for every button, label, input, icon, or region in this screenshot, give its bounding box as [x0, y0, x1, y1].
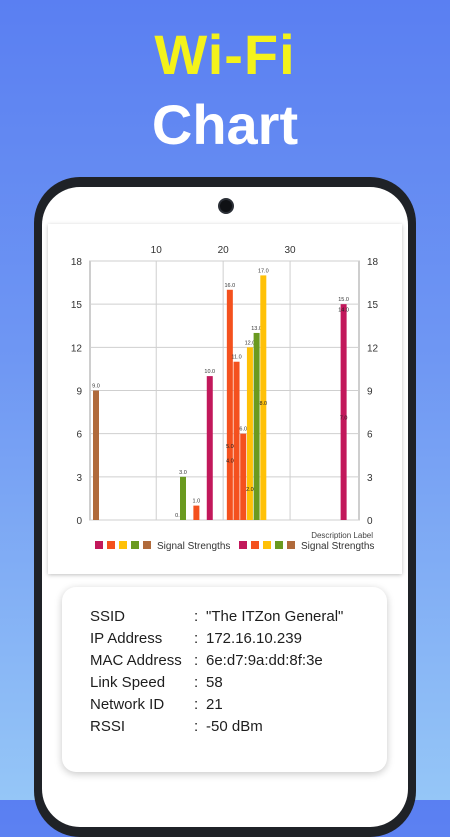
- info-key: RSSI: [90, 718, 126, 735]
- y-tick-label-right: 6: [367, 430, 373, 441]
- bar-inner-label: 14.0: [338, 307, 349, 313]
- legend-swatch: [263, 541, 271, 549]
- legend-swatch: [95, 541, 103, 549]
- y-tick-label-left: 18: [71, 257, 83, 268]
- info-value: -50 dBm: [206, 718, 263, 735]
- y-tick-label-left: 3: [76, 473, 82, 484]
- chart-bar: [340, 304, 347, 520]
- info-separator: :: [194, 608, 199, 625]
- legend-swatch: [107, 541, 115, 549]
- legend-swatch: [131, 541, 139, 549]
- y-tick-label-right: 3: [367, 473, 373, 484]
- promo-title-line2: Chart: [151, 93, 299, 156]
- y-tick-label-left: 15: [71, 300, 83, 311]
- wifi-channel-chart[interactable]: 0 0 3 3 6 6 9 9 12 12 15 15 18 18 10 20 30 9.0 0.0 3.0 1.0 10…: [48, 224, 402, 574]
- legend-swatch: [143, 541, 151, 549]
- y-tick-label-left: 6: [76, 430, 82, 441]
- info-value: 6e:d7:9a:dd:8f:3e: [206, 652, 323, 669]
- info-value: 58: [206, 674, 223, 691]
- bar-inner-label: 5.0: [226, 444, 234, 450]
- info-value: 21: [206, 696, 223, 713]
- y-tick-label-right: 0: [367, 516, 373, 527]
- bar-value-label: 1.0: [193, 499, 201, 505]
- legend-swatch: [287, 541, 295, 549]
- info-separator: :: [194, 674, 199, 691]
- bar-value-label: 17.0: [258, 268, 269, 274]
- bar-value-label: 0.0: [175, 513, 183, 519]
- info-separator: :: [194, 696, 199, 713]
- info-key: IP Address: [90, 630, 163, 647]
- legend-swatch: [239, 541, 247, 549]
- y-tick-label-left: 0: [76, 516, 82, 527]
- bar-value-label: 11.0: [231, 355, 241, 361]
- legend-label: Signal Strengths: [301, 541, 374, 552]
- y-tick-label-right: 9: [367, 387, 373, 398]
- bar-inner-label: 8.0: [259, 401, 267, 407]
- y-tick-label-right: 12: [367, 343, 379, 354]
- front-camera: [218, 198, 234, 214]
- x-tick-label: 10: [151, 245, 163, 256]
- info-key: MAC Address: [90, 652, 182, 669]
- connection-info-card: SSID : "The ITZon General" IP Address : …: [62, 587, 387, 772]
- chart-bar: [206, 376, 213, 520]
- y-tick-label-left: 9: [76, 387, 82, 398]
- x-tick-label: 20: [218, 245, 230, 256]
- promo-title-line1: Wi-Fi: [154, 23, 296, 86]
- info-separator: :: [194, 630, 199, 647]
- bar-inner-label: 2.0: [246, 487, 254, 493]
- info-key: Link Speed: [90, 674, 166, 691]
- chart-bar: [233, 361, 240, 520]
- legend-swatch: [251, 541, 259, 549]
- y-tick-label-left: 12: [71, 343, 83, 354]
- bar-value-label: 9.0: [92, 384, 100, 390]
- bar-value-label: 6.0: [239, 427, 247, 433]
- legend-label: Signal Strengths: [157, 541, 230, 552]
- bar-value-label: 15.0: [338, 297, 349, 303]
- bar-value-label: 3.0: [179, 470, 187, 476]
- chart-bar: [253, 332, 260, 520]
- info-separator: :: [194, 718, 199, 735]
- bar-inner-label: 7.0: [340, 415, 348, 421]
- info-value: 172.16.10.239: [206, 630, 302, 647]
- legend-swatch: [119, 541, 127, 549]
- info-key: Network ID: [90, 696, 165, 713]
- info-separator: :: [194, 652, 199, 669]
- chart-bar: [240, 433, 247, 520]
- info-value: "The ITZon General": [206, 608, 344, 625]
- chart-bar: [260, 275, 267, 520]
- info-key: SSID: [90, 608, 126, 625]
- bar-value-label: 10.0: [204, 369, 215, 375]
- bar-inner-label: 4.0: [226, 458, 234, 464]
- y-tick-label-right: 18: [367, 257, 379, 268]
- bar-value-label: 13.0: [251, 326, 262, 332]
- bar-value-label: 16.0: [224, 283, 235, 289]
- chart-bar: [180, 476, 186, 520]
- chart-bar: [193, 505, 200, 520]
- chart-bar: [226, 289, 233, 520]
- legend-swatch: [275, 541, 283, 549]
- chart-bar: [93, 390, 99, 520]
- y-tick-label-right: 15: [367, 300, 379, 311]
- wifi-channel-chart-card: 0 0 3 3 6 6 9 9 12 12 15 15 18 18 10 20 30 9.0 0.0 3.0 1.0 10…: [48, 224, 402, 574]
- bar-value-label: 12.0: [245, 340, 256, 346]
- chart-bar: [246, 347, 253, 520]
- x-tick-label: 30: [285, 245, 297, 256]
- chart-description-label: Description Label: [311, 531, 373, 540]
